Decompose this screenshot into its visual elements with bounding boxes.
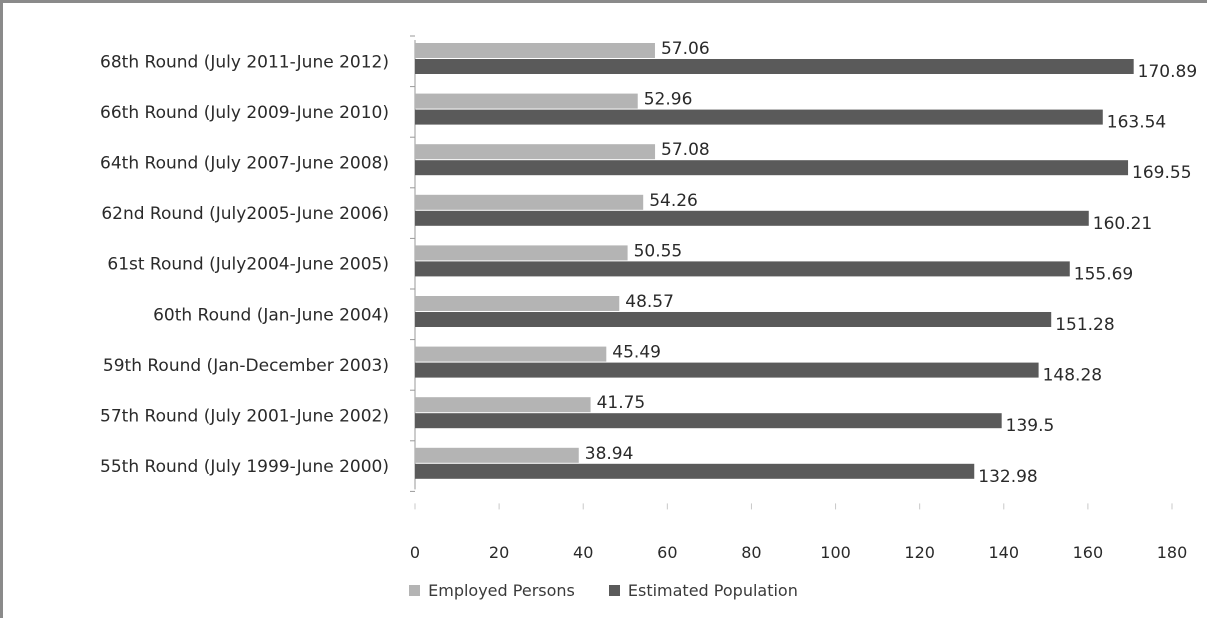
employed-persons-bar	[415, 144, 656, 160]
x-tick-label: 120	[904, 543, 935, 562]
employed-persons-value-label: 57.08	[661, 140, 710, 160]
category-label: 60th Round (Jan-June 2004)	[153, 305, 389, 325]
employed-persons-value-label: 38.94	[585, 444, 634, 464]
category-label: 64th Round (July 2007-June 2008)	[100, 154, 389, 174]
legend-item: Employed Persons	[409, 581, 575, 600]
estimated-population-bar	[415, 362, 1039, 378]
employed-persons-value-label: 50.55	[634, 241, 683, 261]
employed-persons-bar	[415, 43, 655, 58]
estimated-population-bar	[415, 463, 975, 479]
category-label: 66th Round (July 2009-June 2010)	[100, 103, 389, 123]
legend-label: Estimated Population	[627, 580, 798, 600]
estimated-population-bar	[415, 109, 1103, 125]
x-tick-label: 0	[410, 543, 420, 562]
estimated-population-value-label: 169.55	[1132, 163, 1191, 183]
legend-swatch	[409, 584, 421, 596]
estimated-population-value-label: 155.69	[1074, 264, 1133, 284]
x-tick-label: 140	[989, 543, 1020, 562]
employed-persons-bar	[415, 245, 628, 261]
category-label: 61st Round (July2004-June 2005)	[107, 255, 389, 275]
bars-layer	[415, 43, 1134, 479]
category-label: 59th Round (Jan-December 2003)	[103, 356, 389, 376]
legend-swatch	[608, 584, 620, 596]
employed-persons-value-label: 48.57	[625, 292, 674, 312]
employed-persons-value-label: 57.06	[661, 39, 710, 59]
x-tick-label: 40	[573, 543, 593, 562]
estimated-population-bar	[415, 160, 1129, 176]
legend-item: Estimated Population	[608, 580, 798, 600]
legend: Employed Persons Estimated Population	[0, 577, 1207, 603]
estimated-population-value-label: 151.28	[1055, 315, 1114, 335]
labels-layer: 55th Round (July 1999-June 2000) 38.94 132…	[100, 39, 1197, 487]
frame-left-border	[0, 0, 3, 618]
x-tick-label: 60	[657, 543, 677, 562]
x-tick-label: 180	[1157, 543, 1188, 562]
category-label: 55th Round (July 1999-June 2000)	[100, 457, 389, 477]
legend-label: Employed Persons	[428, 580, 575, 600]
category-label: 62nd Round (July2005-June 2006)	[101, 204, 389, 224]
employed-persons-bar	[415, 93, 638, 109]
x-tick-label: 160	[1073, 543, 1104, 562]
employed-persons-bar	[415, 447, 579, 463]
estimated-population-value-label: 148.28	[1043, 366, 1102, 386]
category-label: 68th Round (July 2011-June 2012)	[100, 52, 389, 72]
estimated-population-value-label: 163.54	[1107, 113, 1166, 133]
estimated-population-bar	[415, 261, 1070, 277]
employed-persons-value-label: 52.96	[644, 90, 693, 110]
x-tick-label: 20	[489, 543, 509, 562]
x-tick-label: 100	[820, 543, 851, 562]
estimated-population-bar	[415, 413, 1002, 429]
frame-top-border	[0, 0, 1207, 3]
estimated-population-bar	[415, 59, 1134, 74]
axis-layer: 0 20 40 60 80 100 120 140 160 180	[410, 35, 1188, 562]
estimated-population-value-label: 132.98	[978, 467, 1037, 487]
employed-persons-bar	[415, 397, 591, 413]
employed-persons-bar	[415, 194, 644, 210]
employed-persons-value-label: 45.49	[612, 343, 661, 363]
employed-persons-value-label: 54.26	[649, 191, 698, 211]
estimated-population-value-label: 160.21	[1093, 214, 1152, 234]
x-tick-label: 80	[741, 543, 761, 562]
category-label: 57th Round (July 2001-June 2002)	[100, 407, 389, 427]
employed-persons-value-label: 41.75	[597, 393, 646, 413]
employed-persons-bar	[415, 296, 620, 311]
estimated-population-bar	[415, 210, 1089, 226]
estimated-population-value-label: 139.5	[1006, 416, 1055, 436]
estimated-population-bar	[415, 312, 1052, 327]
employed-persons-bar	[415, 346, 607, 362]
estimated-population-value-label: 170.89	[1138, 62, 1197, 82]
